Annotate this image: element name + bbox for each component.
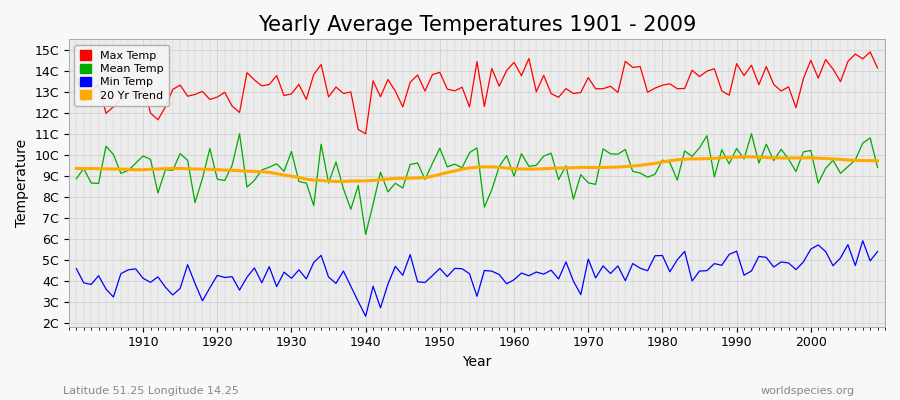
Title: Yearly Average Temperatures 1901 - 2009: Yearly Average Temperatures 1901 - 2009 [257,15,696,35]
Y-axis label: Temperature: Temperature [15,139,29,227]
Legend: Max Temp, Mean Temp, Min Temp, 20 Yr Trend: Max Temp, Mean Temp, Min Temp, 20 Yr Tre… [75,45,169,106]
Text: Latitude 51.25 Longitude 14.25: Latitude 51.25 Longitude 14.25 [63,386,238,396]
X-axis label: Year: Year [463,355,491,369]
Text: worldspecies.org: worldspecies.org [760,386,855,396]
